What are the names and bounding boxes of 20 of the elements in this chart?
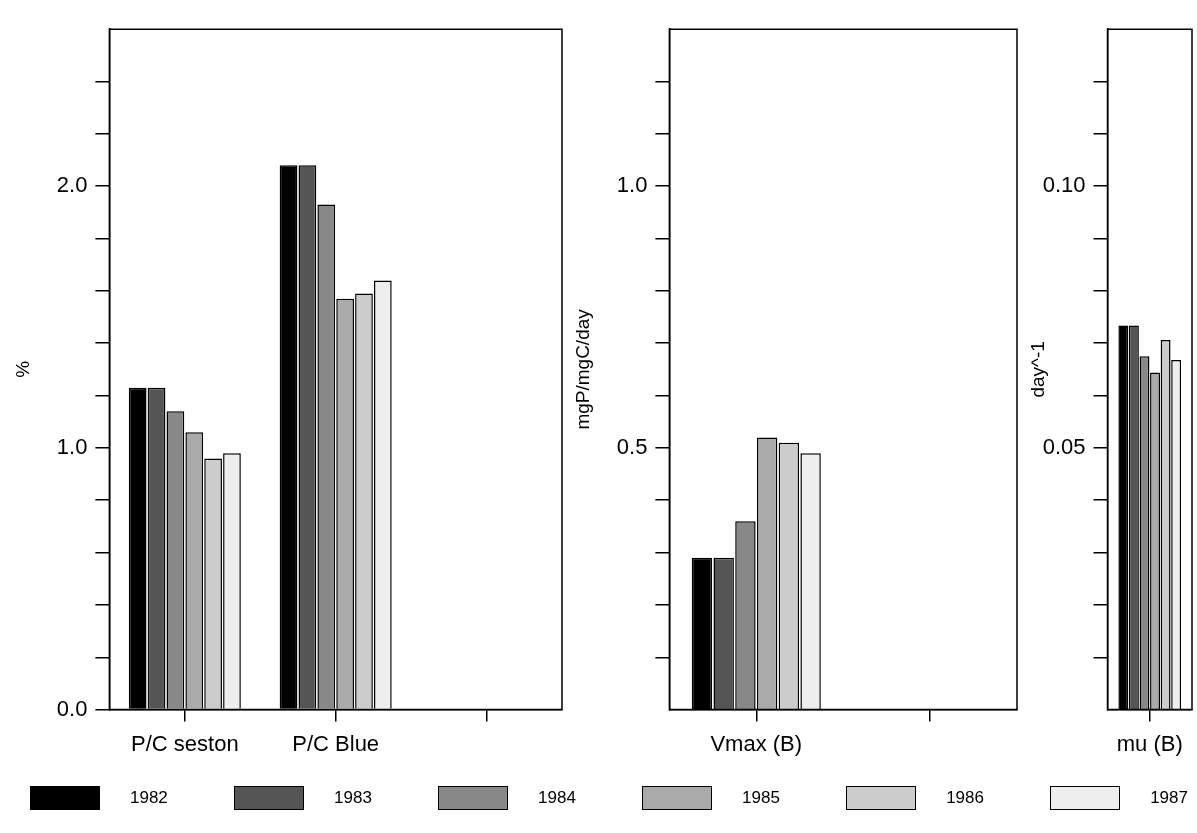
legend-label: 1986	[946, 788, 984, 808]
y-axis-title: %	[11, 360, 33, 378]
legend-label: 1983	[334, 788, 372, 808]
y-tick-label: 2.0	[56, 172, 88, 198]
y-tick-label: 0.5	[616, 433, 648, 459]
y-axis-title: mgP/mgC/day	[571, 308, 593, 430]
y-tick-label: 0.05	[1042, 433, 1086, 459]
legend-label: 1987	[1150, 788, 1188, 808]
x-tick-label: P/C seston	[131, 730, 239, 756]
x-tick-label: mu (B)	[1116, 730, 1183, 756]
y-tick-label: 1.0	[56, 433, 88, 459]
x-tick-label: P/C Blue	[292, 730, 380, 756]
legend-label: 1984	[538, 788, 576, 808]
y-tick-label: 1.0	[616, 172, 648, 198]
y-tick-label: 0.10	[1042, 172, 1086, 198]
legend-label: 1985	[742, 788, 780, 808]
legend-label: 1982	[130, 788, 168, 808]
y-axis-title: day^-1	[1026, 341, 1048, 398]
y-tick-label: 0.0	[56, 695, 88, 721]
x-tick-label: Vmax (B)	[710, 730, 803, 756]
